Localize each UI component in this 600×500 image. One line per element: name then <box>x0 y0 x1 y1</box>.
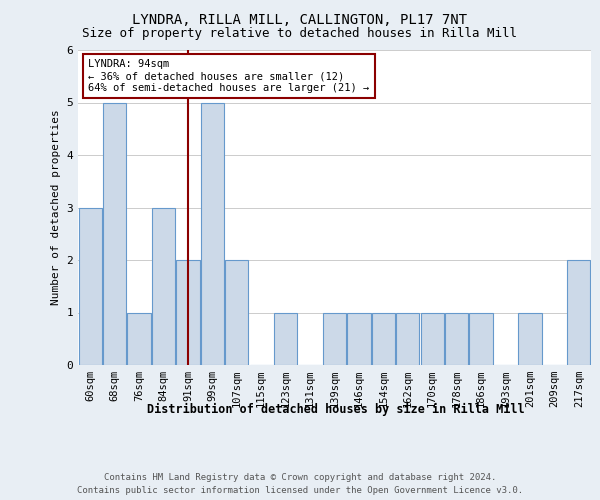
Text: Distribution of detached houses by size in Rilla Mill: Distribution of detached houses by size … <box>147 402 525 415</box>
Text: Size of property relative to detached houses in Rilla Mill: Size of property relative to detached ho… <box>83 28 517 40</box>
Text: Contains public sector information licensed under the Open Government Licence v3: Contains public sector information licen… <box>77 486 523 495</box>
Text: Contains HM Land Registry data © Crown copyright and database right 2024.: Contains HM Land Registry data © Crown c… <box>104 472 496 482</box>
Bar <box>176 260 200 365</box>
Bar <box>347 312 371 365</box>
Bar <box>323 312 346 365</box>
Bar <box>79 208 102 365</box>
Bar <box>396 312 419 365</box>
Bar <box>152 208 175 365</box>
Bar <box>372 312 395 365</box>
Bar <box>201 102 224 365</box>
Text: LYNDRA: 94sqm
← 36% of detached houses are smaller (12)
64% of semi-detached hou: LYNDRA: 94sqm ← 36% of detached houses a… <box>88 60 370 92</box>
Bar <box>445 312 468 365</box>
Y-axis label: Number of detached properties: Number of detached properties <box>51 110 61 306</box>
Bar <box>103 102 126 365</box>
Bar <box>567 260 590 365</box>
Bar <box>518 312 542 365</box>
Bar <box>469 312 493 365</box>
Bar <box>421 312 444 365</box>
Text: LYNDRA, RILLA MILL, CALLINGTON, PL17 7NT: LYNDRA, RILLA MILL, CALLINGTON, PL17 7NT <box>133 12 467 26</box>
Bar <box>225 260 248 365</box>
Bar <box>127 312 151 365</box>
Bar <box>274 312 297 365</box>
